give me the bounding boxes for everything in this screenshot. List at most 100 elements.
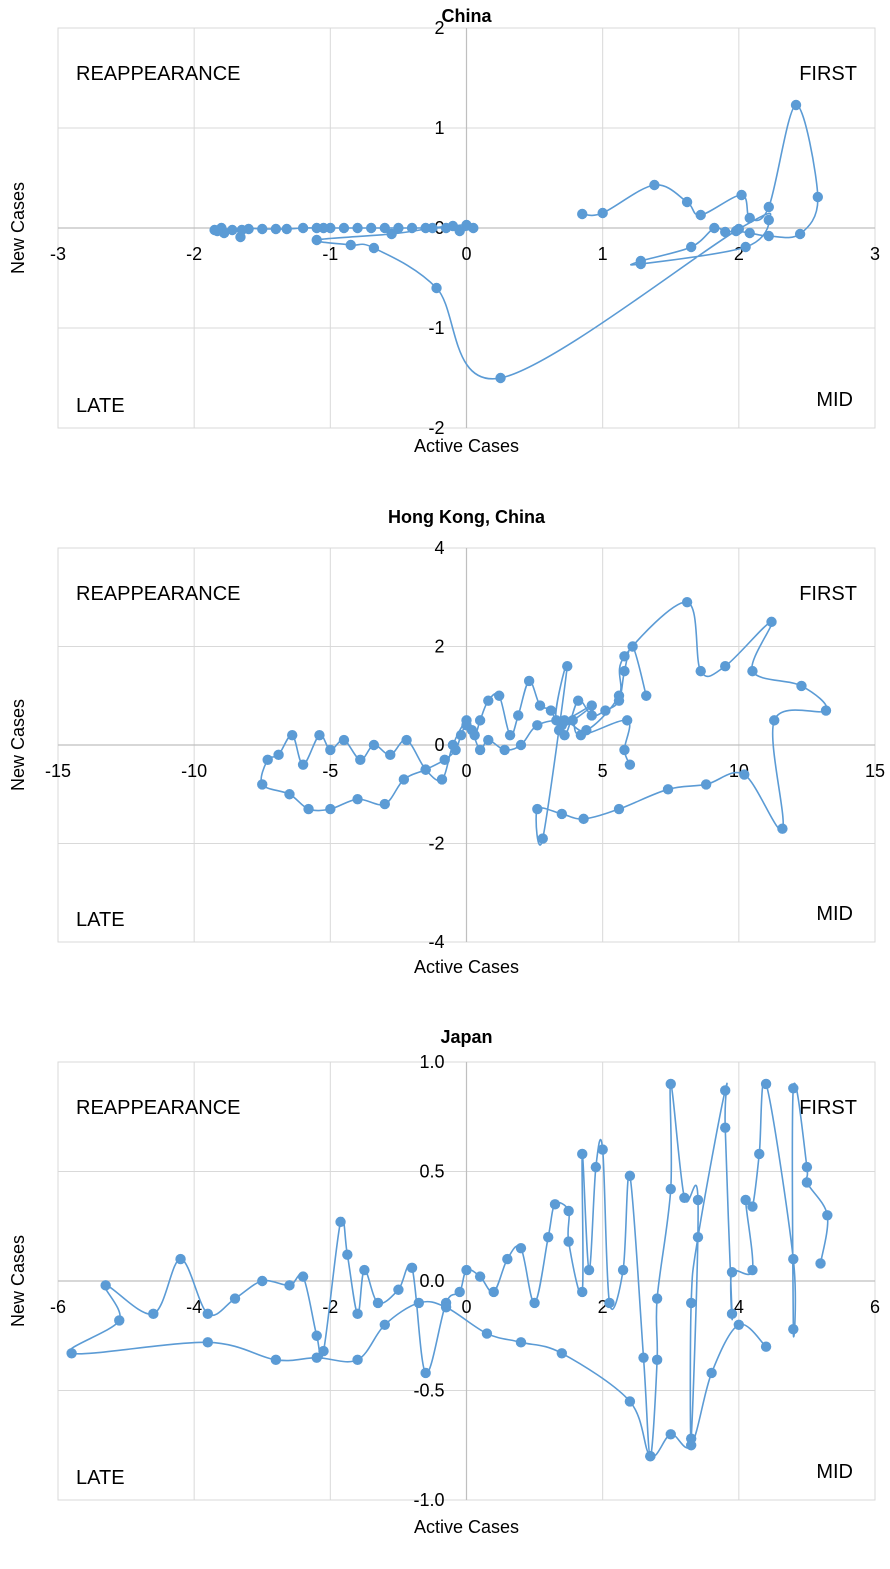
x-axis-title: Active Cases [414,957,519,977]
data-point [577,1148,588,1160]
data-point [297,759,309,770]
data-point [175,1253,186,1265]
y-tick-label: 2 [434,18,444,38]
data-point [551,715,562,726]
data-point [474,744,486,756]
chart-title: Hong Kong, China [388,507,546,527]
y-tick-label: -1.0 [413,1490,444,1510]
data-point [586,710,597,721]
data-point [619,651,630,662]
data-point [763,201,774,213]
data-point [379,222,390,234]
data-point [651,1293,663,1304]
data-point [621,715,633,726]
data-point [454,1286,465,1298]
data-point [413,1297,425,1309]
x-tick-label: 6 [870,1297,880,1317]
x-axis-title: Active Cases [414,1517,519,1537]
x-tick-label: 0 [461,761,471,781]
quadrant-label-late: LATE [76,1467,125,1489]
quadrant-label-mid: MID [816,389,853,411]
y-axis-title: New Cases [8,182,28,274]
data-point [297,1271,309,1282]
y-tick-label: 0.0 [419,1271,444,1291]
data-point [368,739,380,751]
data-point [311,1330,322,1341]
data-point [549,1199,561,1210]
data-point [695,209,706,221]
data-point [202,1337,213,1348]
data-point [513,710,524,721]
data-point [325,803,336,815]
data-point [440,1302,452,1313]
data-point [624,759,636,770]
data-point [624,1170,636,1182]
data-point [739,769,750,780]
data-point [581,725,592,736]
data-point [436,774,448,785]
data-point [720,1122,731,1133]
data-point [685,1297,697,1309]
data-point [679,1192,690,1203]
data-point [352,222,363,234]
data-point [468,222,479,234]
data-point [651,1354,663,1366]
data-point [537,833,548,844]
data-point [352,1354,363,1366]
data-point [495,372,506,384]
quadrant-label-mid: MID [816,1461,853,1483]
data-point [372,1297,384,1309]
data-point [597,1144,608,1155]
y-axis-title: New Cases [8,699,28,791]
data-point [532,803,543,815]
data-point [311,234,322,246]
data-point [572,695,584,706]
data-point [393,222,404,234]
data-point [788,1083,799,1094]
data-point [461,1264,472,1276]
data-point [257,1275,268,1287]
data-point [619,665,630,677]
data-point [311,222,322,234]
data-point [66,1348,77,1359]
data-point [706,1367,717,1379]
data-point [469,729,480,741]
y-tick-label: 1.0 [419,1052,444,1072]
quadrant-label-first: FIRST [799,1097,857,1119]
data-point [502,1253,513,1265]
data-point [617,1264,629,1276]
data-point [720,661,731,672]
quadrant-label-late: LATE [76,395,125,417]
data-point [401,734,412,746]
data-point [720,226,731,238]
data-point [229,1293,241,1304]
data-point [662,784,674,795]
data-point [368,242,380,254]
data-point [543,1232,554,1243]
y-tick-label: -2 [428,834,444,854]
data-point [440,222,452,234]
chart-panel-hong-kong: Hong Kong, China-15 -10 -5 0 5 10 15-4-2024Act… [8,507,885,977]
data-point [488,1286,499,1298]
data-point [624,1396,636,1407]
data-point [515,1242,527,1254]
data-point [744,212,755,224]
y-tick-label: -0.5 [413,1381,444,1401]
data-point [559,715,570,726]
data-point [534,700,546,711]
x-tick-label: -1 [322,244,338,264]
data-point [270,1354,282,1366]
data-point [692,1232,704,1243]
data-point [665,1429,676,1440]
data-point [685,241,697,253]
data-point [114,1315,125,1326]
data-point [619,744,630,756]
data-point [685,1440,697,1451]
data-point [563,1236,574,1247]
data-point [529,1297,540,1309]
x-tick-label: -2 [186,244,202,264]
data-point [483,695,494,706]
data-point [769,715,780,726]
data-point [532,720,543,731]
data-point [504,729,516,741]
